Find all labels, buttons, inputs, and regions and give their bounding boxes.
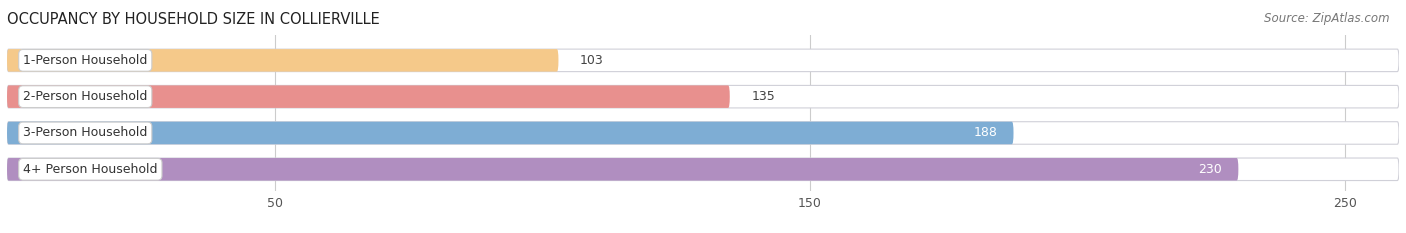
Text: 230: 230	[1198, 163, 1222, 176]
Text: 188: 188	[973, 127, 997, 140]
Text: 135: 135	[751, 90, 775, 103]
FancyBboxPatch shape	[7, 49, 1399, 72]
Text: 103: 103	[579, 54, 603, 67]
Text: 2-Person Household: 2-Person Household	[22, 90, 148, 103]
FancyBboxPatch shape	[7, 86, 730, 108]
Text: 1-Person Household: 1-Person Household	[22, 54, 148, 67]
Text: 4+ Person Household: 4+ Person Household	[22, 163, 157, 176]
FancyBboxPatch shape	[7, 122, 1399, 144]
FancyBboxPatch shape	[7, 86, 1399, 108]
Text: OCCUPANCY BY HOUSEHOLD SIZE IN COLLIERVILLE: OCCUPANCY BY HOUSEHOLD SIZE IN COLLIERVI…	[7, 12, 380, 27]
FancyBboxPatch shape	[7, 158, 1399, 181]
Text: Source: ZipAtlas.com: Source: ZipAtlas.com	[1264, 12, 1389, 25]
FancyBboxPatch shape	[7, 122, 1014, 144]
FancyBboxPatch shape	[7, 49, 558, 72]
FancyBboxPatch shape	[7, 158, 1239, 181]
Text: 3-Person Household: 3-Person Household	[22, 127, 148, 140]
